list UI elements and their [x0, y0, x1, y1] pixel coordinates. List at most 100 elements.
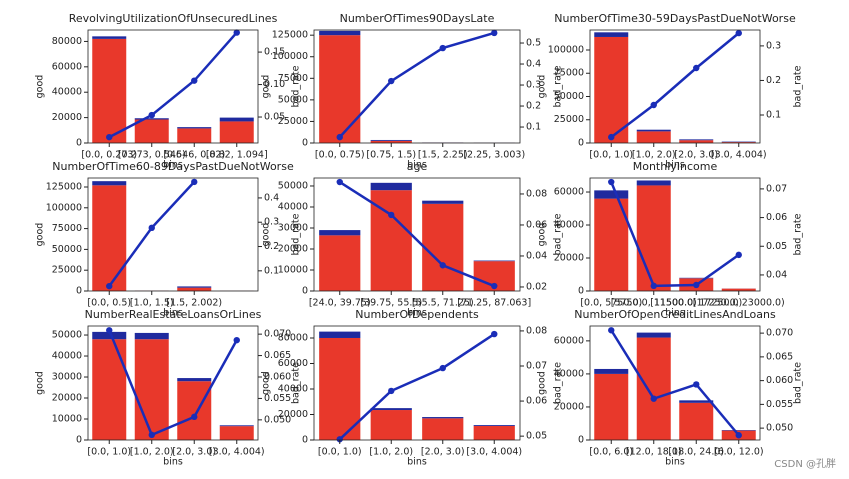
bad-rate-line: [108, 31, 238, 139]
y-tick-label: 50000: [278, 180, 308, 191]
y2-tick-label: 0.050: [766, 423, 793, 434]
y-tick-label: 40000: [278, 201, 308, 212]
y2-tick-label: 0.3: [264, 217, 279, 228]
chart-title: NumberOfTime60-89DaysPastDueNotWorse: [52, 160, 294, 173]
y2-tick-label: 0.4: [526, 59, 541, 70]
bar-segment: [319, 235, 361, 291]
bar-segment: [422, 203, 464, 291]
bar-segment: [134, 339, 169, 440]
bad-rate-point: [735, 251, 742, 259]
bar-segment: [721, 142, 756, 143]
bar-segment: [636, 129, 671, 132]
bad-rate-point: [735, 432, 742, 439]
bad-rate-point: [106, 282, 113, 290]
y-tick-label: 60000: [52, 61, 82, 72]
x-tick-label: [1.0, 2.0): [632, 150, 676, 161]
y-tick-label: 100000: [272, 51, 308, 62]
bar-segment: [177, 287, 212, 291]
bad-rate-point: [491, 29, 498, 37]
y-axis-label: good: [35, 371, 46, 395]
y2-tick-label: 0.5: [526, 38, 541, 49]
bar-segment: [319, 35, 361, 144]
chart-title: NumberRealEstateLoansOrLines: [85, 308, 262, 321]
y2-tick-label: 0.055: [766, 399, 793, 410]
x-tick-label: [0.0, 6.0): [589, 447, 633, 458]
y-axis-label: good: [261, 371, 272, 395]
watermark: CSDN @孔胖: [774, 458, 836, 470]
x-tick-label: [0.0, 1.0): [318, 447, 362, 458]
y2-tick-label: 0.07: [766, 183, 787, 194]
y-tick-label: 75000: [554, 68, 584, 79]
bar-segment: [134, 119, 169, 143]
bar-segment: [679, 402, 714, 440]
bar-segment: [92, 38, 127, 143]
y-axis-label: good: [537, 371, 548, 395]
bad-rate-point: [191, 178, 198, 186]
y-axis-label: good: [537, 223, 548, 247]
y2-axis-label: bad_rate: [553, 65, 564, 107]
y-tick-label: 30000: [278, 222, 308, 233]
y-tick-label: 50000: [52, 244, 82, 255]
bad-rate-point: [388, 387, 395, 395]
bar-segment: [370, 410, 412, 440]
x-tick-label: [0.273, 0.546): [118, 150, 186, 161]
y-tick-label: 20000: [52, 393, 82, 404]
y-tick-label: 125000: [272, 30, 308, 41]
x-tick-label: [11500.0, 17250.0): [650, 298, 742, 309]
bad-rate-point: [650, 101, 657, 109]
x-axis-label: bins: [407, 160, 427, 171]
bar-segment: [636, 337, 671, 440]
y2-axis-label: bad_rate: [793, 65, 804, 107]
y-axis-label: good: [35, 75, 46, 99]
x-tick-label: [55.5, 71.25): [412, 298, 474, 309]
bad-rate-point: [735, 29, 742, 37]
y2-tick-label: 0.070: [264, 329, 291, 340]
y2-tick-label: 0.07: [526, 360, 547, 371]
bad-rate-point: [388, 211, 395, 219]
y2-axis-label: bad_rate: [291, 213, 302, 255]
y-tick-label: 0: [578, 435, 584, 446]
x-tick-label: [0.0, 5750.0): [580, 298, 642, 309]
bad-rate-point: [693, 281, 700, 289]
bar-segment: [177, 381, 212, 440]
y-tick-label: 10000: [52, 414, 82, 425]
y-tick-label: 10000: [278, 264, 308, 275]
y2-tick-label: 0.04: [526, 250, 547, 261]
bar-segment: [319, 331, 361, 338]
bad-rate-point: [106, 327, 113, 334]
chart-title: NumberOfOpenCreditLinesAndLoans: [574, 308, 776, 321]
y-tick-label: 20000: [52, 112, 82, 123]
x-tick-label: [3.0, 4.004): [711, 150, 767, 161]
y2-axis-label: bad_rate: [793, 213, 804, 255]
bar-segment: [422, 417, 464, 419]
y2-tick-label: 0.065: [766, 351, 793, 362]
bad-rate-point: [336, 178, 343, 186]
y-tick-label: 100000: [548, 44, 584, 55]
bar-segment: [636, 332, 671, 338]
y-tick-label: 20000: [554, 401, 584, 412]
x-tick-label: [1.0, 2.0): [369, 447, 413, 458]
y2-tick-label: 0.055: [264, 393, 291, 404]
y-tick-label: 50000: [52, 330, 82, 341]
y-tick-label: 0: [578, 138, 584, 149]
chart-title: NumberOfTime30-59DaysPastDueNotWorse: [554, 12, 796, 25]
x-axis-label: bins: [163, 160, 183, 171]
y-tick-label: 0: [302, 138, 308, 149]
bad-rate-point: [693, 381, 700, 388]
chart-title: MonthlyIncome: [633, 160, 718, 173]
x-tick-label: [2.0, 3.0): [674, 150, 718, 161]
x-tick-label: [18.0, 24.0): [668, 447, 724, 458]
bar-segment: [219, 425, 254, 427]
bad-rate-point: [336, 436, 343, 443]
bad-rate-point: [608, 133, 615, 141]
y-tick-label: 0: [76, 286, 82, 297]
y2-tick-label: 0.065: [264, 350, 291, 361]
y2-axis-label: bad_rate: [291, 362, 302, 404]
bar-segment: [594, 198, 629, 291]
bad-rate-point: [650, 282, 657, 290]
bar-segment: [92, 331, 127, 340]
bar-segment: [422, 200, 464, 204]
bar-segment: [594, 190, 629, 199]
bar-segment: [473, 425, 515, 440]
y-tick-label: 75000: [278, 73, 308, 84]
